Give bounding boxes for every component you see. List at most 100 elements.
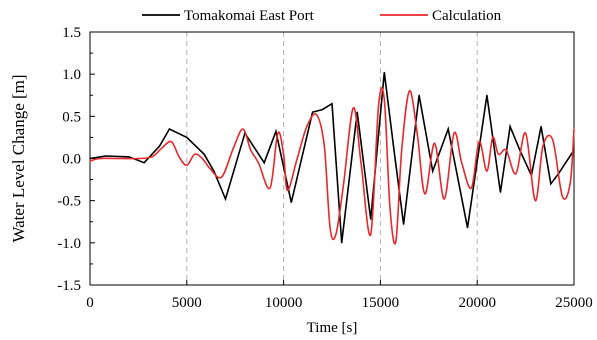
data-point	[540, 125, 542, 128]
data-point	[370, 233, 372, 235]
data-point	[186, 136, 188, 139]
y-axis-label: Water Level Change [m]	[9, 74, 28, 242]
y-tick-label: -0.5	[57, 194, 81, 210]
data-point	[290, 201, 292, 203]
data-point	[232, 147, 234, 149]
series-layer	[89, 71, 575, 245]
y-axis: 1.5 1.0 0.5 0.0 -0.5 -1.0 -1.5	[57, 25, 95, 294]
data-point	[203, 153, 205, 155]
x-tick-label: 15000	[362, 295, 400, 311]
data-point	[486, 170, 488, 172]
data-point	[335, 233, 337, 235]
y-tick-label: 1.5	[62, 25, 81, 41]
data-point	[89, 160, 91, 162]
data-point	[128, 156, 130, 158]
x-axis-label: Time [s]	[307, 320, 358, 336]
data-point	[453, 132, 455, 134]
data-point	[383, 98, 385, 101]
y-tick-label: -1.0	[57, 236, 81, 252]
x-tick-label: 10000	[265, 295, 303, 311]
data-point	[393, 149, 395, 151]
data-point	[221, 176, 223, 178]
data-point	[408, 90, 411, 92]
series-line-calculation	[89, 87, 575, 245]
data-point	[525, 132, 527, 134]
data-point	[497, 153, 500, 155]
data-point	[178, 156, 180, 158]
data-point	[186, 164, 188, 166]
data-point	[486, 94, 488, 96]
data-point	[269, 187, 271, 189]
data-point	[370, 218, 372, 220]
data-point	[213, 170, 215, 172]
data-point	[573, 128, 575, 130]
y-tick-label: -1.5	[57, 278, 81, 294]
x-tick-label: 20000	[458, 295, 496, 311]
data-point	[434, 142, 436, 144]
data-point	[201, 157, 203, 160]
data-point	[401, 149, 403, 151]
data-point	[470, 187, 472, 189]
data-point	[312, 111, 314, 113]
data-point	[323, 145, 325, 147]
legend: Tomakomai East Port Calculation	[142, 8, 502, 24]
data-point	[343, 183, 345, 185]
data-point	[315, 114, 318, 116]
data-point	[360, 162, 362, 164]
x-axis: 0 5000 10000 15000 20000 25000	[86, 280, 593, 311]
data-point	[193, 153, 196, 155]
series-line-observed	[89, 72, 575, 243]
data-point	[286, 189, 289, 192]
data-point	[168, 128, 170, 130]
data-point	[161, 147, 163, 149]
data-point	[534, 200, 536, 202]
data-point	[296, 157, 298, 160]
series-0	[89, 71, 575, 244]
y-tick-label: 1.0	[62, 67, 81, 83]
data-point	[499, 191, 502, 193]
data-point	[151, 156, 153, 158]
data-point	[118, 157, 120, 160]
data-point	[377, 105, 380, 107]
x-tick-label: 5000	[172, 295, 202, 311]
data-point	[329, 227, 331, 229]
data-point	[170, 141, 172, 143]
data-point	[263, 162, 265, 164]
data-point	[515, 173, 517, 175]
data-point	[331, 103, 333, 105]
data-point	[89, 157, 91, 160]
data-point	[352, 107, 354, 109]
data-point	[509, 125, 511, 128]
data-point	[395, 240, 397, 242]
data-point	[104, 155, 107, 157]
data-point	[159, 145, 161, 147]
data-point	[569, 183, 571, 185]
data-point	[492, 136, 494, 139]
data-point	[277, 132, 279, 134]
data-point	[321, 108, 323, 111]
data-point	[443, 198, 445, 200]
data-point	[242, 128, 244, 130]
data-point	[224, 198, 227, 200]
data-point	[550, 183, 552, 185]
data-point	[137, 157, 139, 160]
legend-label: Tomakomai East Port	[184, 8, 315, 24]
data-point	[257, 162, 260, 164]
data-point	[478, 141, 480, 143]
x-tick-label: 25000	[555, 295, 593, 311]
legend-label: Calculation	[432, 8, 502, 24]
x-tick-label: 0	[86, 295, 94, 311]
data-point	[432, 170, 434, 172]
data-point	[561, 195, 563, 198]
data-point	[306, 125, 308, 128]
y-tick-label: 0.5	[62, 109, 81, 125]
data-point	[424, 193, 426, 195]
data-point	[341, 242, 343, 244]
data-point	[99, 157, 101, 160]
y-tick-label: 0.0	[62, 152, 81, 168]
data-point	[552, 139, 554, 141]
plot-area-border	[89, 31, 575, 286]
data-point	[403, 223, 405, 225]
data-point	[275, 130, 277, 133]
